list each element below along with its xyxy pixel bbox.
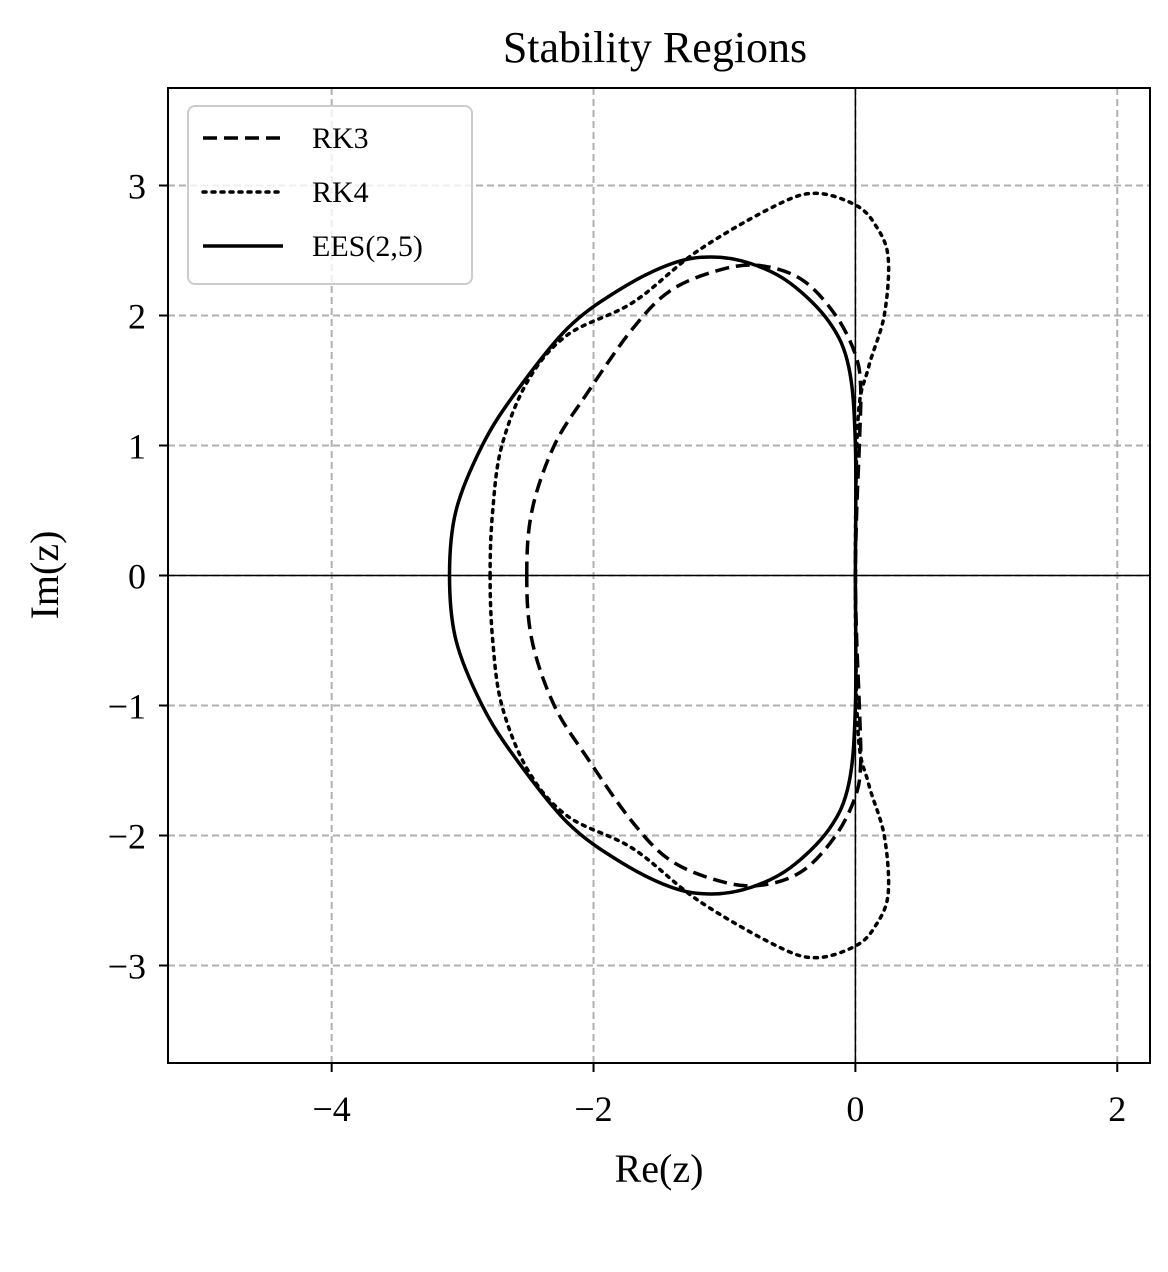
y-tick-label: −2 <box>108 817 146 857</box>
series-layer <box>447 191 891 960</box>
x-tick-label: −2 <box>574 1089 612 1129</box>
legend-entries: RK3 RK4 EES(2,5) <box>201 122 423 263</box>
x-tick-label: −4 <box>313 1089 351 1129</box>
legend-label-ees-2-5: EES(2,5) <box>312 230 423 263</box>
legend-box <box>187 105 473 285</box>
y-tick-label: −3 <box>108 947 146 987</box>
legend: RK3 RK4 EES(2,5) <box>187 105 473 285</box>
y-tick-label: 3 <box>128 167 146 207</box>
series-line-rk4 <box>488 191 891 960</box>
legend-label-rk3: RK3 <box>312 122 369 155</box>
x-axis-label: Re(z) <box>615 1146 704 1191</box>
y-tick-label: 0 <box>128 557 146 597</box>
y-tick-label: 1 <box>128 427 146 467</box>
legend-label-rk4: RK4 <box>312 176 369 209</box>
x-tick-label: 2 <box>1108 1089 1126 1129</box>
chart-title: Stability Regions <box>503 23 807 72</box>
series-line-ees-2-5 <box>447 255 858 896</box>
y-tick-label: −1 <box>108 687 146 727</box>
y-tick-label: 2 <box>128 297 146 337</box>
tick-marks <box>159 184 1119 1072</box>
tick-labels: −4 −2 0 2 −3 −2 −1 0 1 2 3 <box>108 167 1127 1130</box>
y-axis-label: Im(z) <box>22 531 67 620</box>
x-tick-label: 0 <box>846 1089 864 1129</box>
